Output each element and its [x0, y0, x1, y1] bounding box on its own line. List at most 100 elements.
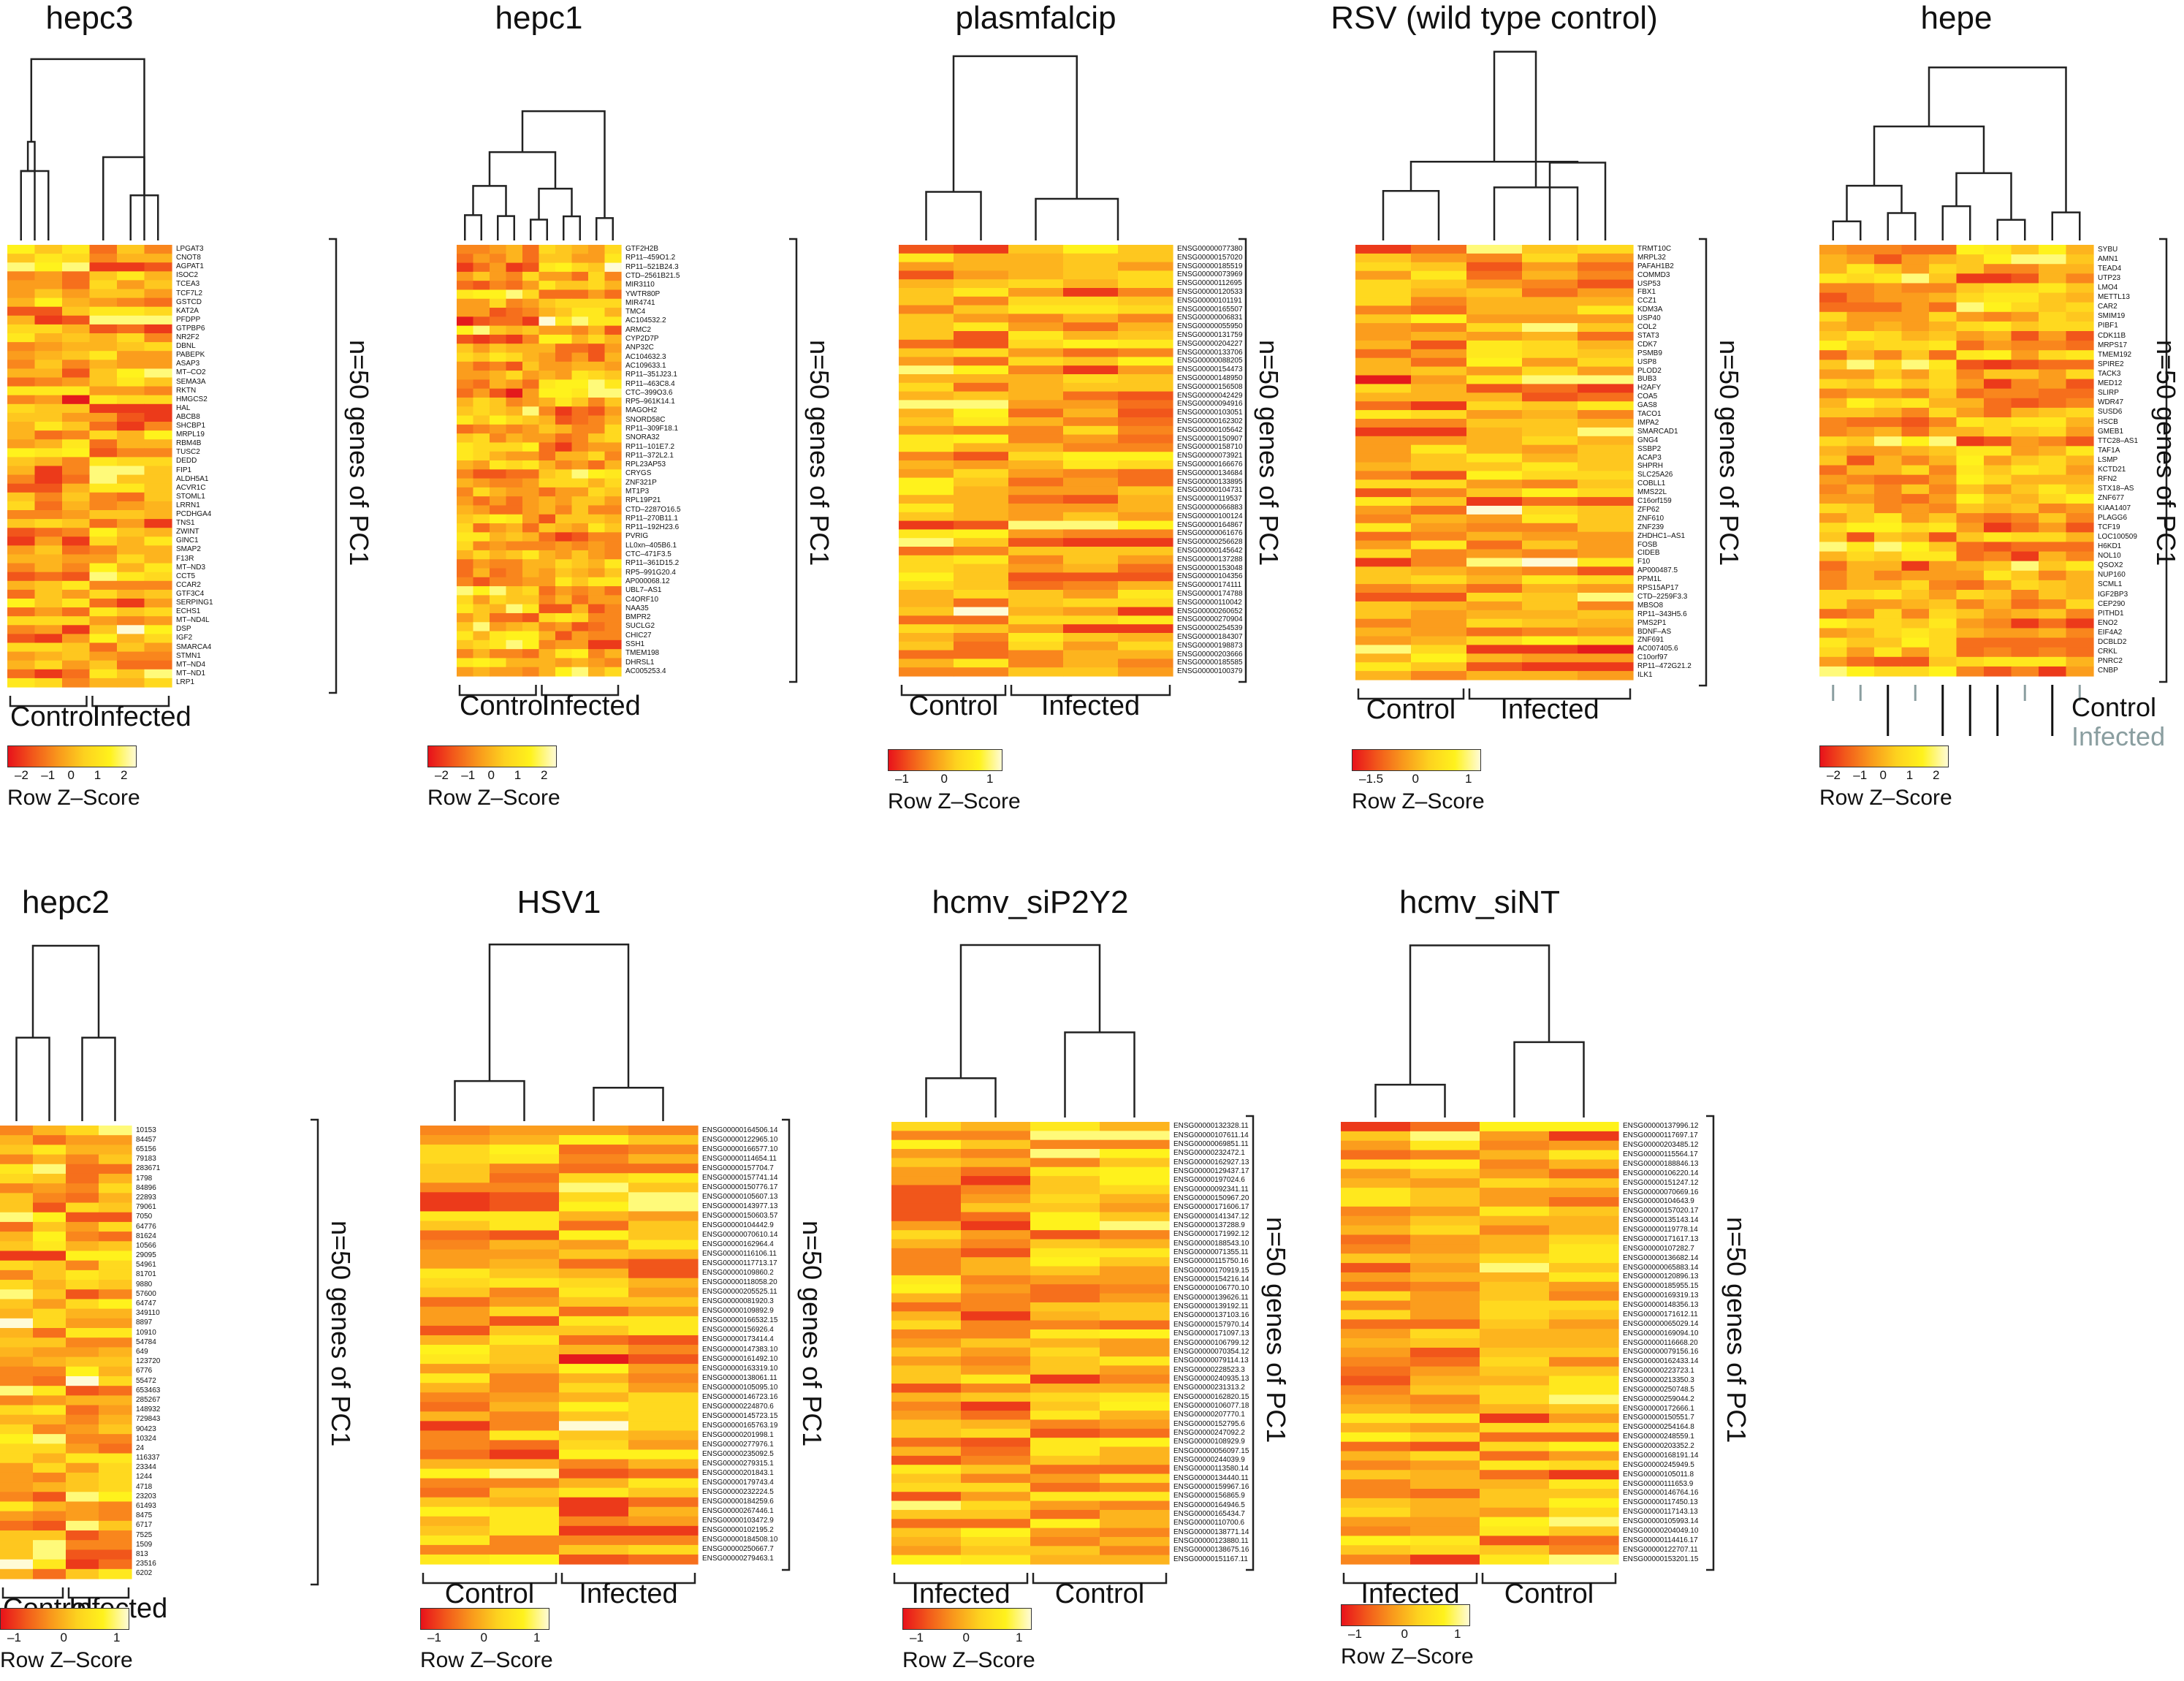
- heatmap-cell: [539, 379, 556, 390]
- gene-label: SUSD6: [2098, 408, 2123, 417]
- heatmap-cell: [457, 433, 474, 444]
- heatmap-cell: [1819, 436, 1848, 447]
- heatmap-cell: [457, 568, 474, 578]
- heatmap-cell: [961, 1365, 1031, 1375]
- heatmap-cell: [1466, 427, 1523, 437]
- heatmap-cell: [1063, 374, 1119, 384]
- heatmap-cell: [1030, 1356, 1100, 1366]
- heatmap-cell: [99, 1164, 132, 1175]
- heatmap-cell: [1341, 1545, 1411, 1555]
- heatmap-cell: [1100, 1411, 1170, 1421]
- heatmap-cell: [7, 262, 36, 272]
- heatmap-cell: [490, 1345, 560, 1355]
- heatmap-cell: [1578, 366, 1634, 376]
- heatmap-cell: [144, 651, 172, 661]
- heatmap-cell: [89, 536, 118, 546]
- gene-label: 7525: [136, 1530, 153, 1539]
- heatmap-cell: [1846, 618, 1875, 629]
- heatmap-cell: [1578, 262, 1634, 272]
- heatmap-cell: [89, 280, 118, 290]
- gene-label: ENSG00000213350.3: [1623, 1375, 1694, 1384]
- heatmap-cell: [1030, 1139, 1100, 1150]
- heatmap-cell: [588, 245, 606, 254]
- heatmap-cell: [99, 1540, 132, 1551]
- colorbar-title: Row Z–Score: [427, 786, 560, 810]
- heatmap-cell: [891, 1266, 962, 1276]
- heatmap-cell: [961, 1166, 1031, 1177]
- heatmap-cell: [1100, 1555, 1170, 1565]
- heatmap-cell: [559, 1211, 629, 1222]
- gene-label: ENSG00000056097.15: [1173, 1446, 1249, 1455]
- heatmap-cell: [899, 434, 954, 444]
- heatmap-cell: [1341, 1215, 1411, 1226]
- heatmap-cell: [1063, 262, 1119, 271]
- heatmap-cell: [506, 514, 523, 524]
- heatmap-cell: [1549, 1526, 1619, 1536]
- heatmap-cell: [1063, 434, 1119, 444]
- heatmap-cell: [1100, 1239, 1170, 1249]
- dendrogram-branch: [1493, 186, 1579, 240]
- gene-label: ENSG00000184259.6: [702, 1498, 774, 1506]
- heatmap-cell: [1355, 297, 1412, 306]
- heatmap-cell: [1355, 593, 1412, 602]
- gene-label: ENSG00000154473: [1177, 365, 1243, 374]
- heatmap-cell: [1410, 1159, 1480, 1169]
- heatmap-cell: [1984, 264, 2012, 274]
- heatmap-cell: [1410, 1140, 1480, 1151]
- heatmap-cell: [539, 316, 556, 327]
- gene-bracket: [1239, 238, 1247, 683]
- heatmap-cell: [1929, 493, 1957, 504]
- heatmap-cell: [1901, 504, 1930, 514]
- gene-label: PPM1L: [1637, 575, 1662, 584]
- heatmap-cell: [7, 563, 36, 573]
- side-label: n=50 genes of PC1: [804, 340, 834, 566]
- heatmap-cell: [1578, 340, 1634, 350]
- heatmap-cell: [571, 658, 589, 668]
- heatmap-cell: [1466, 288, 1523, 297]
- heatmap-cell: [66, 1395, 99, 1406]
- heatmap-cell: [117, 386, 145, 396]
- heatmap-cell: [1100, 1546, 1170, 1556]
- heatmap-cell: [490, 612, 507, 623]
- heatmap-cell: [1410, 1479, 1480, 1490]
- heatmap-cell: [1846, 532, 1875, 543]
- heatmap-cell: [62, 403, 91, 414]
- gene-label: KCTD21: [2098, 466, 2126, 474]
- heatmap-cell: [34, 589, 63, 599]
- heatmap-cell: [891, 1438, 962, 1448]
- heatmap-cell: [1030, 1158, 1100, 1168]
- gene-label: 79061: [136, 1203, 156, 1212]
- heatmap-cell: [34, 422, 63, 431]
- heatmap-cell: [1410, 1507, 1480, 1518]
- heatmap-cell: [555, 406, 573, 417]
- gene-label: SHPRH: [1637, 462, 1664, 471]
- heatmap-cell: [1956, 493, 1985, 504]
- heatmap-cell: [117, 315, 145, 325]
- heatmap-cell: [539, 469, 556, 479]
- heatmap-cell: [66, 1154, 99, 1165]
- colorbar-title: Row Z–Score: [7, 786, 140, 810]
- heatmap-cell: [1355, 392, 1412, 402]
- heatmap-cell: [1008, 357, 1064, 366]
- heatmap-cell: [1819, 398, 1848, 409]
- heatmap-cell: [62, 519, 91, 528]
- heatmap-cell: [506, 262, 523, 273]
- heatmap-cell: [2011, 523, 2039, 533]
- heatmap-cell: [490, 1421, 560, 1431]
- heatmap-cell: [420, 1316, 490, 1327]
- heatmap-cell: [7, 625, 36, 634]
- gene-label: 6717: [136, 1521, 153, 1530]
- heatmap-cell: [522, 595, 540, 605]
- heatmap-cell: [1901, 379, 1930, 390]
- heatmap-cell: [506, 568, 523, 578]
- heatmap-cell: [1984, 628, 2012, 639]
- heatmap-cell: [1008, 382, 1064, 392]
- gene-label: ENSG00000150907: [1177, 434, 1243, 443]
- heatmap-cell: [0, 1520, 34, 1531]
- heatmap-cell: [34, 642, 63, 653]
- heatmap-cell: [1846, 292, 1875, 303]
- heatmap-cell: [144, 474, 172, 485]
- heatmap-cell: [2066, 369, 2094, 380]
- heatmap-cell: [522, 352, 540, 363]
- heatmap-cell: [2011, 446, 2039, 457]
